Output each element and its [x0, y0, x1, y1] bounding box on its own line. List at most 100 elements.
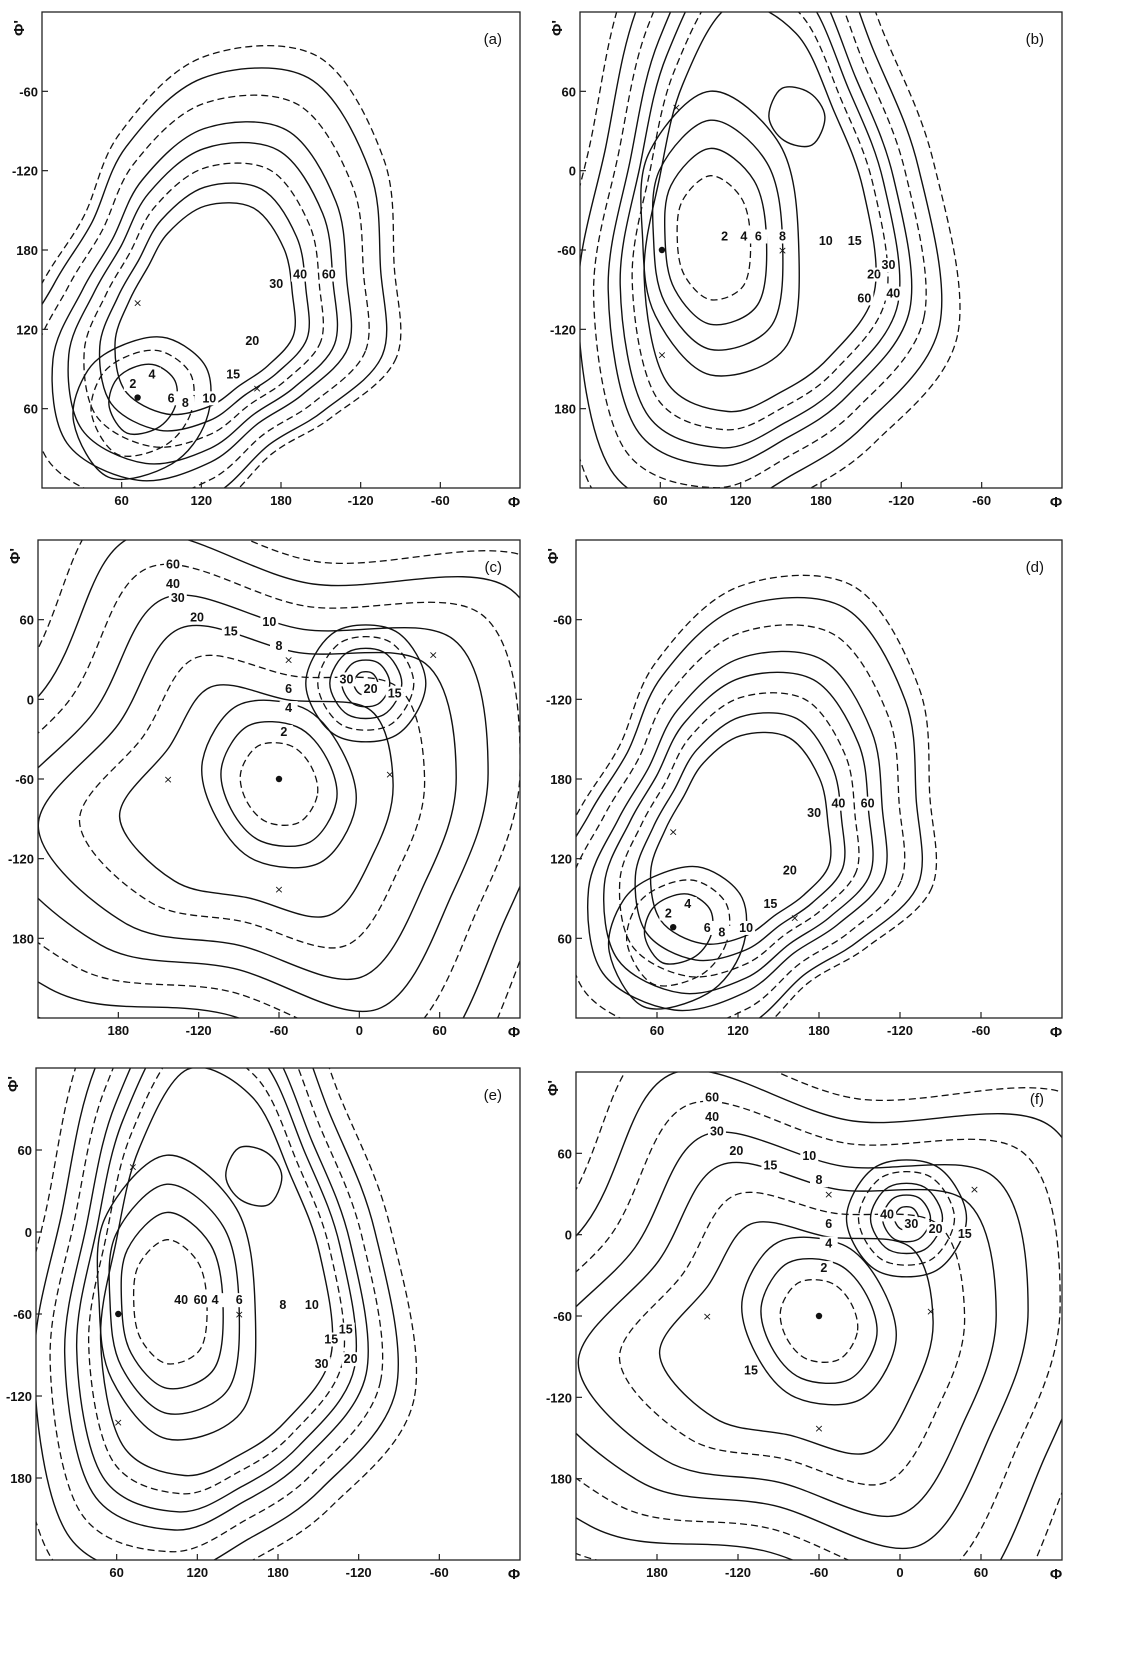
- y-tick-label: 60: [562, 84, 576, 99]
- contour-line: [580, 12, 961, 488]
- contour-value-label: 30: [710, 1124, 724, 1138]
- x-tick-label: 0: [896, 1565, 903, 1580]
- x-tick-label: 60: [650, 1023, 664, 1038]
- contour-line: [239, 742, 319, 826]
- contour-line: [857, 1170, 956, 1266]
- x-axis: 60 120 180 -120 -60 Φ: [653, 482, 1062, 511]
- x-tick-label: 120: [727, 1023, 749, 1038]
- contour-line: [663, 147, 768, 326]
- contour-value-label: 4: [740, 229, 747, 243]
- contour-line: [603, 671, 874, 995]
- y-tick-label: 60: [24, 402, 38, 417]
- contour-value-label: 30: [340, 672, 354, 686]
- contour-value-label: 60: [322, 268, 336, 282]
- y-tick-label: 180: [10, 1471, 32, 1486]
- contour-lines: [38, 540, 520, 1018]
- panel-e: 2446810151520304060×××(e)60120180-120-60…: [5, 1067, 521, 1583]
- x-tick-label: 120: [190, 493, 212, 508]
- contour-line: [631, 12, 889, 431]
- global-minimum-marker: [275, 775, 283, 783]
- contour-line: [779, 1279, 859, 1363]
- y-axis-name: Φ': [5, 1076, 22, 1092]
- x-tick-label: 180: [270, 493, 292, 508]
- local-minimum-marker: ×: [790, 912, 799, 925]
- contour-value-label: 40: [174, 1293, 188, 1307]
- contour-value-label: 8: [718, 926, 725, 940]
- contour-line: [643, 893, 714, 965]
- y-tick-label: 120: [16, 322, 38, 337]
- contour-value-label: 6: [755, 229, 762, 243]
- contour-line: [78, 654, 426, 949]
- contour-line: [120, 1211, 224, 1390]
- minima-markers: × × ×: [657, 101, 787, 362]
- global-minimum-marker: [115, 1310, 122, 1318]
- contour-value-label: 2: [665, 907, 672, 921]
- contour-line: [643, 12, 877, 413]
- global-minimum-marker: [670, 923, 677, 931]
- contour-line: [38, 540, 520, 1018]
- x-axis: 60 120 180 -120 -60 Φ: [114, 482, 520, 511]
- y-axis-name: Φ': [7, 548, 24, 564]
- contour-value-label: 4: [684, 897, 691, 911]
- y-tick-label: 0: [569, 164, 576, 179]
- contour-value-label: 40: [166, 577, 180, 591]
- contour-line: [38, 563, 520, 1018]
- contour-line: [760, 1258, 878, 1384]
- local-minimum-marker: ×: [235, 1308, 244, 1321]
- x-tick-label: 180: [107, 1023, 129, 1038]
- contour-line: [768, 86, 826, 148]
- minima-markers: ××: [133, 296, 262, 401]
- x-tick-label: 60: [109, 1565, 123, 1580]
- contour-line: [651, 119, 784, 351]
- contour-value-label: 15: [763, 897, 777, 911]
- local-minimum-marker: ×: [284, 654, 293, 667]
- contour-value-label: 30: [315, 1357, 329, 1371]
- contour-lines: [576, 574, 938, 1018]
- y-tick-label: 180: [12, 931, 34, 946]
- x-axis-name: Φ: [1050, 1024, 1062, 1041]
- y-axis: 60 0 -60 -120 180 Φ': [549, 20, 586, 417]
- local-minimum-marker: ×: [703, 1310, 712, 1323]
- contour-value-label: 30: [807, 806, 821, 820]
- contour-line: [67, 141, 339, 465]
- contour-value-label: 15: [388, 687, 402, 701]
- contour-value-label: 10: [802, 1149, 816, 1163]
- contour-value-label: 10: [819, 234, 833, 248]
- contour-value-label: 30: [882, 258, 896, 272]
- panel-label: (c): [485, 559, 503, 576]
- contour-line: [96, 1154, 257, 1441]
- y-axis: -60 -120 180 120 60 Φ': [11, 20, 48, 417]
- contour-value-label: 4: [212, 1293, 219, 1307]
- contour-line: [38, 624, 457, 981]
- y-tick-label: 60: [20, 613, 34, 628]
- contour-value-labels: 2446810151520304060: [172, 1293, 360, 1372]
- y-tick-label: 180: [554, 402, 576, 417]
- contour-value-label: 8: [182, 396, 189, 410]
- contour-line: [587, 650, 888, 1012]
- y-tick-label: -120: [6, 1389, 32, 1404]
- local-minimum-marker: ×: [114, 1416, 123, 1429]
- local-minimum-marker: ×: [164, 773, 173, 786]
- local-minimum-marker: ×: [128, 1160, 137, 1173]
- y-tick-label: -60: [557, 243, 576, 258]
- panel-label: (b): [1026, 31, 1044, 48]
- contour-value-label: 2: [820, 1261, 827, 1275]
- contour-value-label: 4: [285, 701, 292, 715]
- y-tick-label: 60: [558, 931, 572, 946]
- y-tick-label: -120: [546, 1390, 572, 1405]
- panel-label: (e): [484, 1087, 502, 1104]
- contour-value-label: 40: [880, 1207, 894, 1221]
- global-minimum-marker: [815, 1312, 823, 1320]
- contour-line: [75, 1068, 358, 1513]
- contour-value-label: 20: [364, 682, 378, 696]
- x-tick-label: -120: [186, 1023, 212, 1038]
- y-axis: 60 0 -60 -120 180 Φ': [545, 1080, 582, 1487]
- minima-markers: ××: [669, 826, 799, 931]
- x-tick-label: -60: [430, 1565, 449, 1580]
- local-minimum-marker: ×: [824, 1188, 833, 1201]
- x-tick-label: 120: [730, 493, 752, 508]
